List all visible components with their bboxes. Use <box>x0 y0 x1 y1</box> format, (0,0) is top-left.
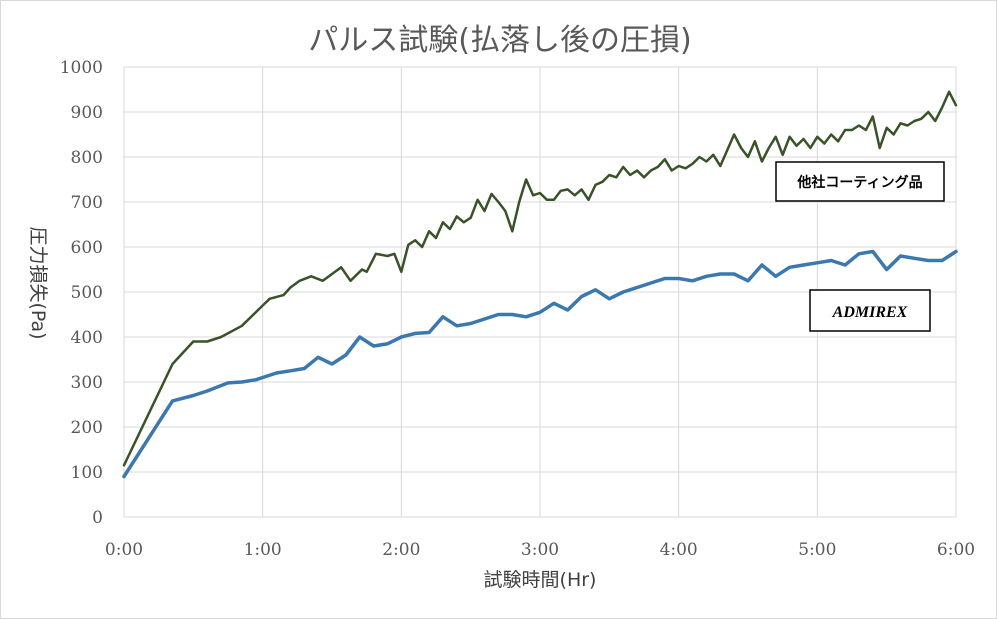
x-tick-label: 6:00 <box>937 540 975 560</box>
x-tick-label: 2:00 <box>382 540 420 560</box>
y-tick-label: 300 <box>71 373 103 393</box>
y-tick-label: 500 <box>71 283 103 303</box>
y-tick-label: 700 <box>71 193 103 213</box>
y-tick-label: 900 <box>71 103 103 123</box>
x-tick-label: 1:00 <box>244 540 282 560</box>
y-tick-label: 400 <box>71 328 103 348</box>
series-line-admirex <box>122 249 958 479</box>
legend-box-admirex <box>809 289 931 332</box>
y-axis-label: 圧力損失(Pa) <box>27 226 49 339</box>
y-tick-label: 0 <box>92 508 103 528</box>
x-tick-label: 0:00 <box>105 540 143 560</box>
x-axis-label: 試験時間(Hr) <box>484 569 597 591</box>
y-tick-label: 600 <box>71 238 103 258</box>
series-label-other: 他社コーティング品 <box>796 174 922 191</box>
y-axis-ticks: 0 100 200 300 400 500 600 700 800 900 1000 <box>60 58 103 528</box>
series-label-admirex: ADMIREX <box>832 304 908 321</box>
series-line-other <box>122 90 958 467</box>
y-tick-label: 1000 <box>60 58 103 78</box>
legend-box-other <box>775 161 945 202</box>
y-tick-label: 800 <box>71 148 103 168</box>
y-tick-label: 200 <box>71 418 103 438</box>
x-tick-label: 5:00 <box>798 540 836 560</box>
y-tick-label: 100 <box>71 463 103 483</box>
series-lines <box>122 90 958 479</box>
chart-title: パルス試験(払落し後の圧損) <box>308 23 691 58</box>
x-axis-ticks: 0:00 1:00 2:00 3:00 4:00 5:00 6:00 <box>105 540 975 560</box>
x-tick-label: 3:00 <box>521 540 559 560</box>
x-tick-label: 4:00 <box>660 540 698 560</box>
